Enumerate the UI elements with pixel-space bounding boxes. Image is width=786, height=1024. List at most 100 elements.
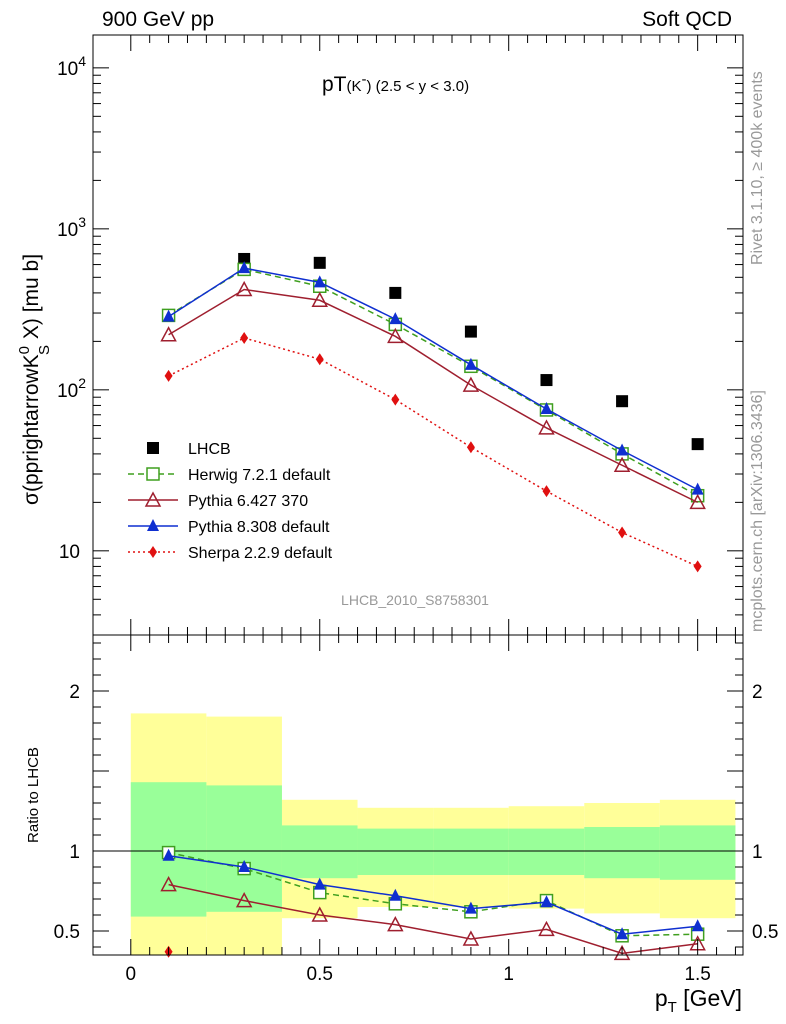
data-point [689, 493, 706, 510]
data-point [462, 376, 480, 392]
main-ytick-base: 10 [57, 59, 78, 80]
legend-item: LHCB [147, 441, 231, 458]
xtick-label: 0 [126, 964, 137, 985]
data-point [616, 443, 629, 456]
ratio-data-point [540, 895, 553, 908]
main-title-tail: ) (2.5 < y < 3.0) [367, 78, 470, 95]
legend-item: Sherpa 2.2.9 default [128, 545, 333, 562]
data-point [464, 357, 477, 370]
data-point [389, 286, 402, 299]
main-ylabel: σ(pprightarrowK0 S X) [mu b] [16, 254, 53, 505]
xlabel-tail: [GeV] [677, 985, 742, 1011]
ratio-data-point [616, 927, 629, 940]
data-point [387, 327, 404, 344]
stat-uncertainty-band [433, 828, 509, 875]
legend-item: Herwig 7.2.1 default [128, 467, 331, 484]
legend-marker [149, 546, 157, 558]
ratio-ytick-label-left: 0.5 [54, 922, 80, 943]
data-point [538, 419, 555, 435]
main-ytick-base: 10 [59, 542, 80, 563]
ratio-series-line [168, 851, 698, 937]
ratio-bands-layer [130, 713, 736, 955]
legend-label: Pythia 8.308 default [188, 519, 330, 536]
main-ytick-base: 10 [57, 220, 78, 241]
legend-marker [147, 519, 159, 531]
legend-marker [146, 467, 160, 481]
series-lhcb [162, 252, 704, 451]
series-line [168, 268, 699, 497]
ratio-data-point [613, 944, 631, 961]
ratio-ylabel: Ratio to LHCB [25, 747, 42, 843]
legend-label: Pythia 6.427 370 [188, 493, 308, 510]
data-point [542, 485, 551, 498]
stat-uncertainty-band [206, 785, 282, 912]
ratio-ytick-label-left: 1 [69, 842, 80, 863]
xtick-label: 1 [503, 964, 514, 985]
main-ylabel-sub: S [36, 345, 53, 355]
main-ytick-label: 10 [59, 542, 80, 563]
ratio-data-point [162, 848, 175, 861]
data-point [389, 312, 402, 325]
main-ytick-exp: 3 [78, 214, 86, 230]
data-point [162, 309, 175, 322]
data-point [613, 456, 631, 473]
data-point [618, 526, 627, 539]
legend-item: Pythia 6.427 370 [128, 491, 308, 510]
data-point [616, 395, 629, 408]
legend-marker [144, 491, 162, 507]
header-right-label: Soft QCD [642, 8, 732, 31]
main-ytick-exp: 2 [78, 375, 86, 391]
main-ytick-label: 104 [57, 53, 86, 80]
main-title: pT(K-) (2.5 < y < 3.0) [322, 71, 469, 96]
data-point [238, 261, 251, 274]
data-point [164, 369, 173, 382]
series-pythia-8-308-default [162, 261, 704, 495]
ratio-data-point [160, 876, 177, 892]
data-point [691, 438, 704, 451]
series-sherpa-2-2-9-default [164, 331, 702, 573]
legend: LHCB Herwig 7.2.1 default Pythia 6.427 370… [128, 441, 333, 562]
main-series-layer [160, 252, 706, 573]
stat-uncertainty-band [281, 825, 358, 879]
xtick-label: 0.5 [307, 964, 333, 985]
ratio-series-pythia-8-308-default [162, 848, 704, 940]
xlabel-sub: T [668, 999, 677, 1016]
legend-label: Sherpa 2.2.9 default [188, 545, 333, 562]
data-point [238, 252, 251, 265]
ratio-ytick-label-right: 1 [752, 842, 763, 863]
main-title-sup: (K [347, 78, 362, 95]
series-line [168, 267, 698, 491]
ratio-data-point [311, 906, 328, 922]
series-line [168, 288, 698, 504]
ratio-ytick-label-right: 0.5 [752, 922, 778, 943]
data-point [313, 256, 326, 269]
ratio-ytick-label-left: 2 [69, 682, 80, 703]
data-point [311, 291, 328, 308]
main-ytick-label: 102 [57, 375, 86, 402]
ratio-series-pythia-6-427-370 [160, 876, 706, 961]
main-ytick-base: 10 [57, 381, 78, 402]
data-point [315, 353, 324, 366]
main-ylabel-tail: X) [mu b] [20, 254, 43, 345]
data-point [466, 441, 475, 454]
ratio-data-point [389, 888, 402, 901]
ratio-data-point [462, 930, 480, 946]
stat-uncertainty-band [508, 828, 585, 875]
ratio-data-point [238, 860, 251, 872]
ratio-data-point [538, 920, 555, 937]
legend-marker [147, 442, 159, 454]
data-point [391, 393, 400, 406]
ratio-axis-ticks: 0.5 0.5 1 1 2 2 0 0.5 1 1.5 [54, 635, 778, 985]
legend-label: LHCB [188, 441, 231, 458]
stat-uncertainty-band [357, 828, 434, 875]
ratio-data-point [464, 901, 477, 914]
data-point [540, 374, 553, 387]
ratio-series-line [168, 855, 698, 935]
data-point [240, 331, 249, 344]
main-ylabel-sup: 0 [16, 346, 33, 354]
data-point [464, 325, 477, 338]
mcplots-label: mcplots.cern.ch [arXiv:1306.3436] [749, 390, 766, 632]
main-title-sup-minus: - [362, 71, 367, 88]
legend-label: Herwig 7.2.1 default [188, 467, 331, 484]
